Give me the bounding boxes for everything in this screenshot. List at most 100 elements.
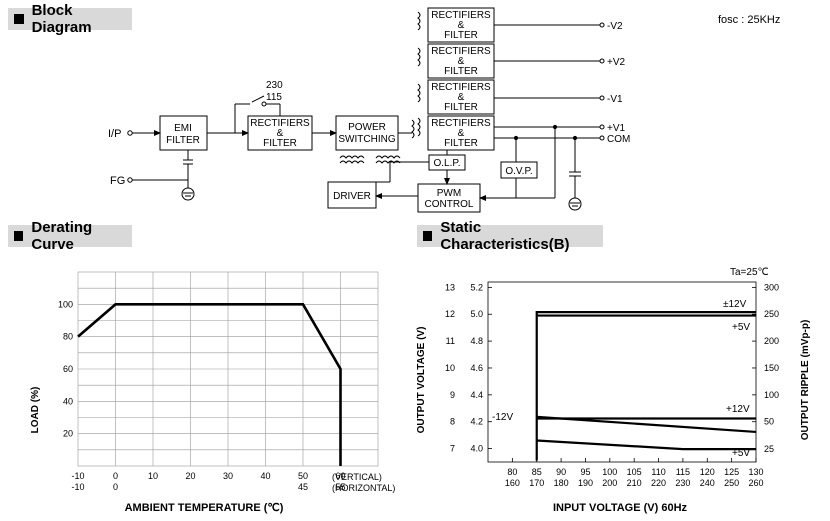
derating-curve-header: Derating Curve	[8, 219, 132, 253]
label-m12v: -12V	[492, 412, 513, 423]
ip-label: I/P	[108, 128, 121, 140]
static-y-tick-inner: 4.0	[470, 444, 483, 454]
derating-x-tick-horizontal: 0	[113, 482, 118, 492]
static-x-tick-high: 160	[505, 478, 520, 488]
bullet-square-icon	[423, 231, 433, 241]
static-x-tick-low: 105	[627, 467, 642, 477]
static-y-tick-inner: 5.0	[470, 309, 483, 319]
power-switching-line1: POWER	[348, 122, 386, 133]
static-y-tick-inner: 4.4	[470, 390, 483, 400]
static-y-tick-outer: 13	[445, 282, 455, 292]
static-y2-tick: 200	[764, 336, 779, 346]
static-x-tick-low: 125	[724, 467, 739, 477]
static-y-tick-inner: 4.2	[470, 417, 483, 427]
bullet-square-icon	[14, 231, 24, 241]
static-y2-tick: 250	[764, 309, 779, 319]
static-characteristics-header: Static Characteristics(B)	[417, 219, 603, 253]
derating-curve-title: Derating Curve	[31, 219, 93, 253]
rect-line3: FILTER	[444, 102, 478, 113]
output-label-v1-pos: +V1	[607, 123, 626, 134]
output-rectifier-v1p: RECTIFIERS & FILTER	[431, 118, 491, 149]
output-rectifier-v2n: RECTIFIERS & FILTER	[431, 10, 491, 41]
derating-x-tick-vertical: 30	[223, 471, 233, 481]
rect-line2: &	[458, 128, 465, 139]
fosc-label: fosc : 25KHz	[718, 14, 781, 26]
static-x-tick-low: 130	[748, 467, 763, 477]
rect-line2: &	[458, 56, 465, 67]
pwm-control-line1: PWM	[437, 188, 461, 199]
static-y-tick-outer: 7	[450, 444, 455, 454]
derating-y-tick: 80	[63, 332, 73, 342]
static-y-tick-inner: 4.8	[470, 336, 483, 346]
derating-x-label: AMBIENT TEMPERATURE (℃)	[125, 502, 284, 514]
rect1-line1: RECTIFIERS	[250, 118, 310, 129]
label-p5v-top: +5V	[732, 322, 750, 333]
static-y-right-label: OUTPUT RIPPLE (mVp-p)	[800, 320, 811, 441]
ovp-label: O.V.P.	[505, 166, 532, 177]
static-y-tick-inner: 4.6	[470, 363, 483, 373]
rect-line2: &	[458, 20, 465, 31]
block-diagram-header: Block Diagram	[8, 2, 132, 36]
emi-filter-line2: FILTER	[166, 135, 200, 146]
derating-horizontal-label: (HORIZONTAL)	[332, 483, 395, 493]
label-pm12v: ±12V	[723, 299, 747, 310]
rect-line1: RECTIFIERS	[431, 118, 491, 129]
output-label-v2-pos: +V2	[607, 57, 626, 68]
derating-y-label: LOAD (%)	[30, 387, 41, 434]
rect-line3: FILTER	[444, 138, 478, 149]
derating-y-tick: 60	[63, 364, 73, 374]
derating-y-tick: 20	[63, 429, 73, 439]
static-series-line-4	[536, 439, 756, 451]
rect-line1: RECTIFIERS	[431, 82, 491, 93]
static-series-line-3	[536, 415, 757, 434]
static-y-tick-outer: 10	[445, 363, 455, 373]
derating-x-tick-horizontal: 55	[335, 482, 345, 492]
output-label-v2-neg: -V2	[607, 21, 623, 32]
block-diagram-title: Block Diagram	[31, 2, 92, 36]
derating-x-tick-vertical: 10	[148, 471, 158, 481]
rect1-line2: &	[277, 128, 284, 139]
static-x-tick-high: 220	[651, 478, 666, 488]
switch-230-label: 230	[266, 80, 283, 91]
derating-y-tick: 100	[58, 299, 73, 309]
static-characteristics-chart: 8016085170901809519010020010521011022011…	[416, 267, 811, 514]
rect-line3: FILTER	[444, 30, 478, 41]
rect-line1: RECTIFIERS	[431, 10, 491, 21]
pwm-control-line2: CONTROL	[425, 199, 474, 210]
static-y-tick-outer: 11	[446, 336, 455, 346]
static-y-tick-outer: 8	[450, 417, 455, 427]
emi-filter-line1: EMI	[174, 123, 192, 134]
fg-label: FG	[110, 175, 125, 187]
derating-x-tick-vertical: 50	[298, 471, 308, 481]
derating-y-tick: 40	[63, 396, 73, 406]
switch-115-label: 115	[266, 92, 282, 103]
output-rectifier-v1n: RECTIFIERS & FILTER	[431, 82, 491, 113]
static-x-tick-low: 115	[676, 467, 690, 477]
derating-x-tick-horizontal: -10	[71, 482, 84, 492]
power-switching-line2: SWITCHING	[338, 134, 395, 145]
rect-line3: FILTER	[444, 66, 478, 77]
label-p5v-bottom: +5V	[732, 448, 750, 459]
output-rectifier-v2p: RECTIFIERS & FILTER	[431, 46, 491, 77]
static-x-tick-low: 120	[700, 467, 715, 477]
olp-label: O.L.P.	[433, 158, 460, 169]
static-x-tick-high: 260	[748, 478, 763, 488]
static-x-tick-high: 240	[700, 478, 715, 488]
static-x-tick-high: 170	[529, 478, 544, 488]
label-p12v: +12V	[726, 404, 750, 415]
static-y-left-label: OUTPUT VOLTAGE (V)	[416, 327, 427, 434]
static-x-tick-low: 95	[580, 467, 590, 477]
static-x-tick-high: 230	[675, 478, 690, 488]
output-label-v1-neg: -V1	[607, 94, 623, 105]
bullet-square-icon	[14, 14, 24, 24]
derating-x-tick-horizontal: 45	[298, 482, 308, 492]
static-x-tick-low: 85	[532, 467, 542, 477]
static-characteristics-title: Static Characteristics(B)	[440, 219, 570, 253]
static-x-tick-high: 200	[602, 478, 617, 488]
static-y-tick-outer: 9	[450, 390, 455, 400]
rect-line1: RECTIFIERS	[431, 46, 491, 57]
output-label-com: COM	[607, 134, 630, 145]
static-y2-tick: 25	[764, 444, 774, 454]
derating-x-tick-vertical: 60	[335, 471, 345, 481]
derating-x-tick-vertical: -10	[71, 471, 84, 481]
